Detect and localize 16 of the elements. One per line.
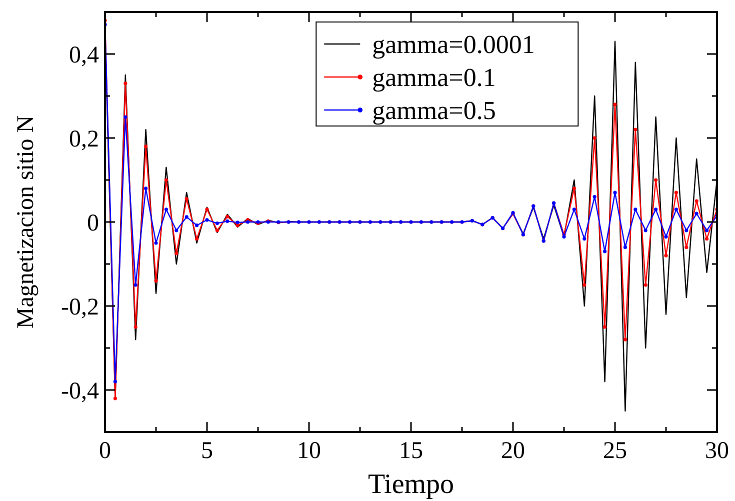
x-tick-label: 20 — [501, 438, 525, 464]
x-tick-label: 30 — [705, 438, 729, 464]
legend-label: gamma=0.1 — [372, 63, 496, 92]
legend-label: gamma=0.5 — [372, 96, 496, 126]
y-tick-label: 0 — [87, 210, 99, 236]
y-tick-label: 0,4 — [69, 42, 99, 68]
x-tick-label: 5 — [201, 438, 213, 464]
y-tick-label: -0,4 — [61, 378, 99, 404]
x-tick-label: 15 — [399, 438, 423, 464]
x-axis-title: Tiempo — [368, 469, 454, 500]
x-tick-label: 25 — [603, 438, 627, 464]
x-tick-label: 10 — [297, 438, 321, 464]
legend-label: gamma=0.0001 — [372, 30, 535, 60]
y-tick-label: 0,2 — [69, 126, 99, 152]
y-axis-title: Magnetizacion sitio N — [13, 115, 39, 329]
y-tick-label: -0,2 — [61, 294, 99, 320]
